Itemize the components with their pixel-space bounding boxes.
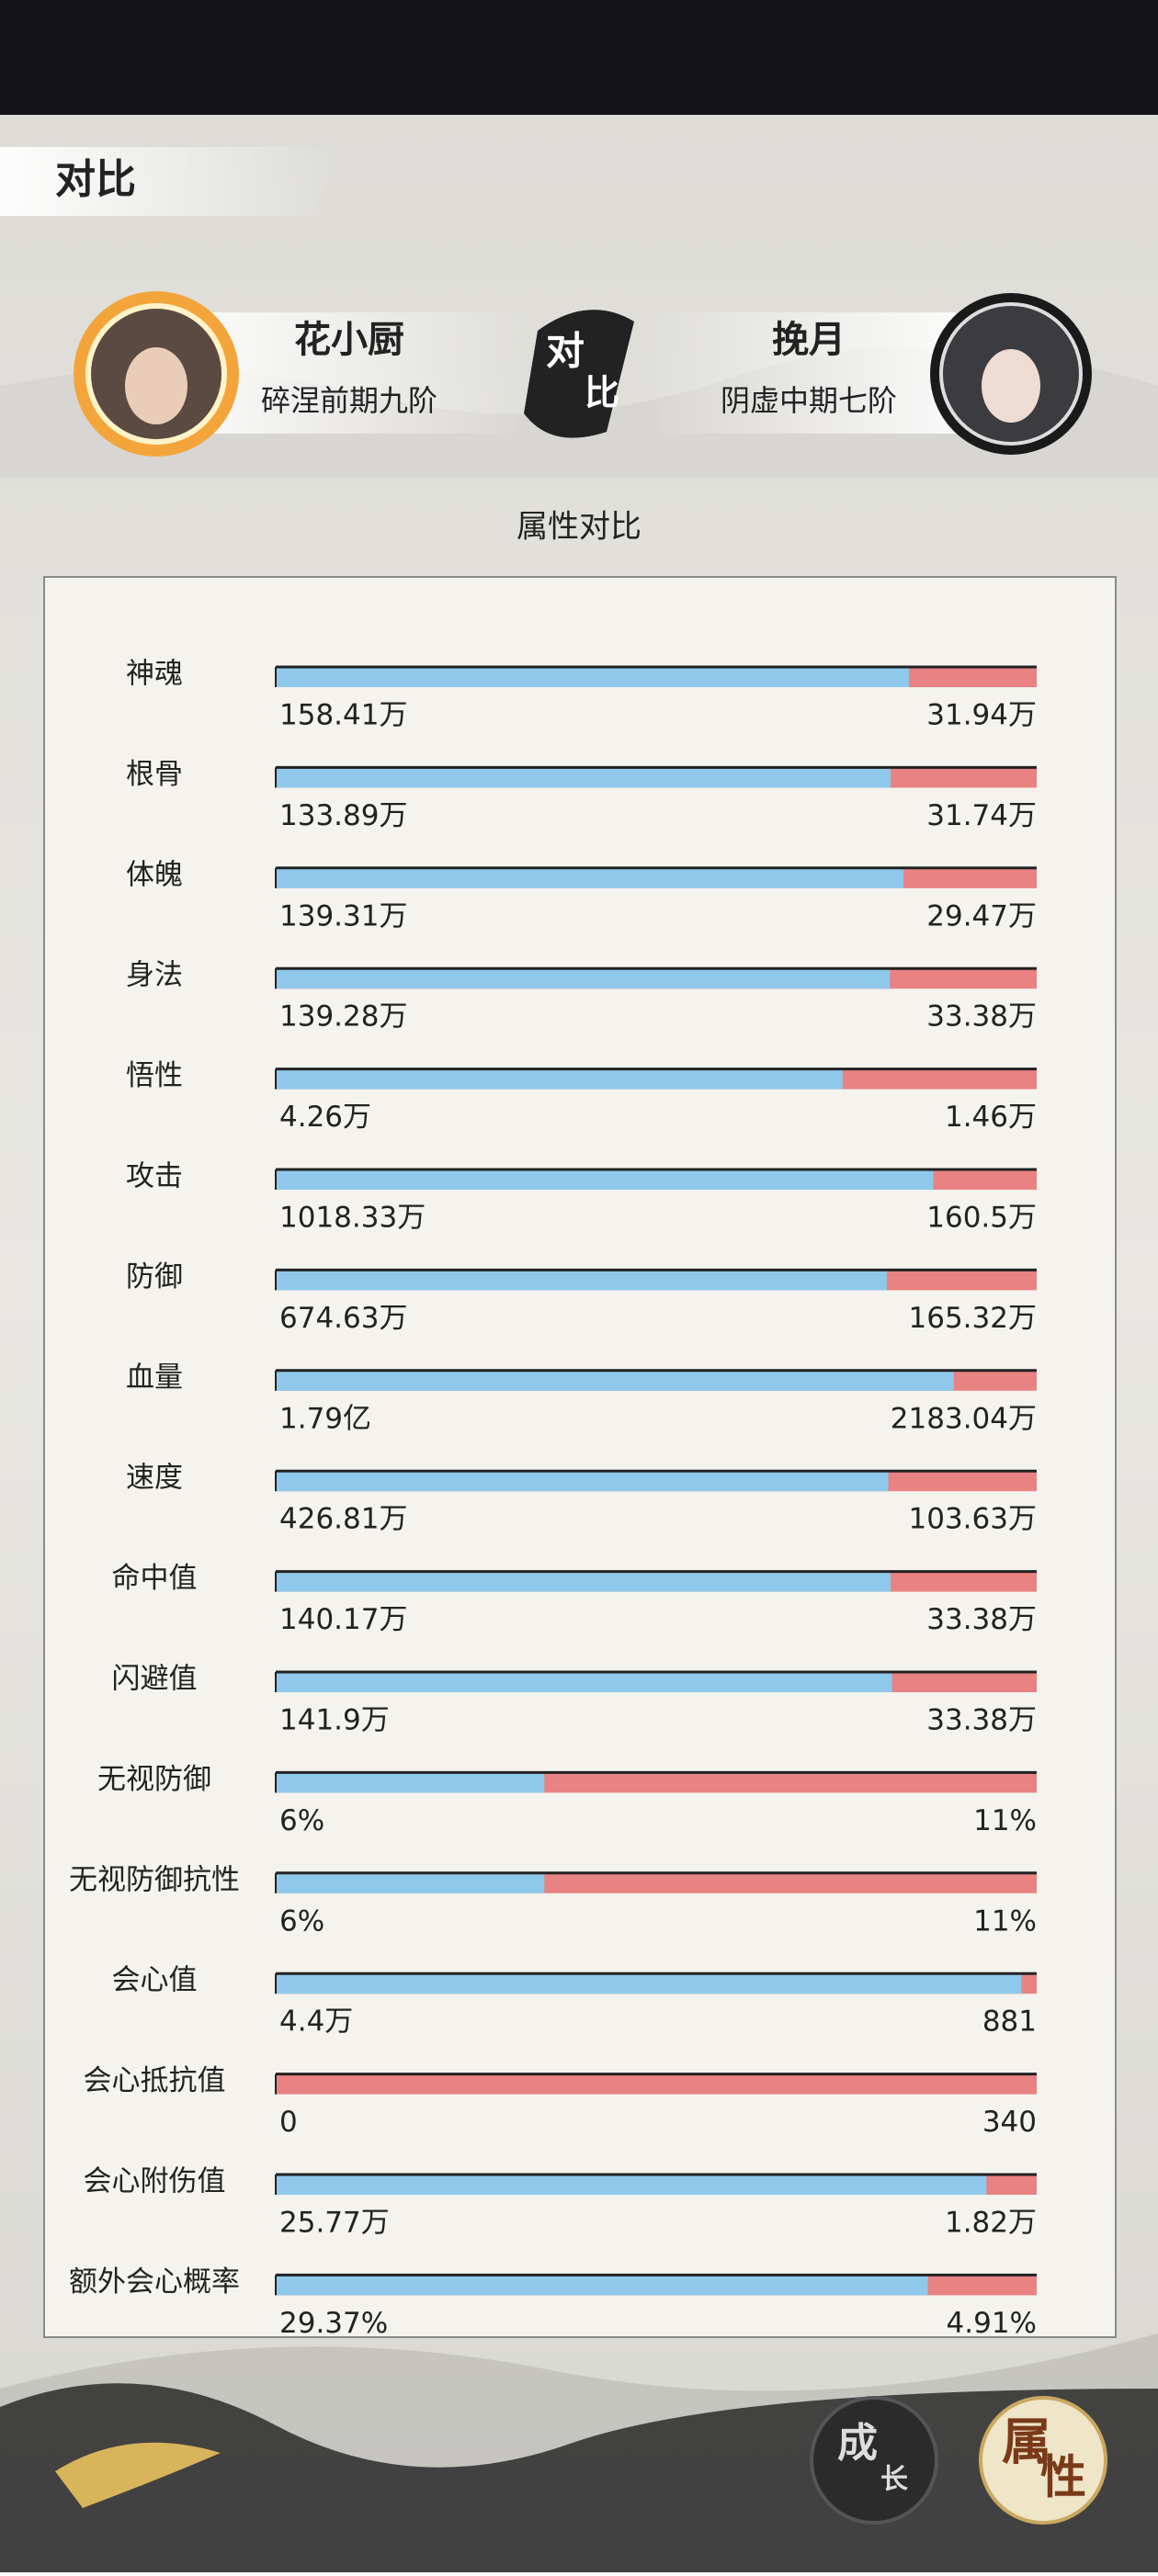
bar-left-share bbox=[276, 867, 904, 888]
left-value: 140.17万 bbox=[279, 1603, 407, 1636]
right-value: 2183.04万 bbox=[891, 1402, 1037, 1435]
left-value: 133.89万 bbox=[279, 799, 407, 832]
stat-label: 体魄 bbox=[126, 858, 183, 891]
right-value: 29.47万 bbox=[926, 899, 1037, 932]
left-value: 158.41万 bbox=[279, 699, 407, 732]
player-realm: 碎涅前期九阶 bbox=[261, 383, 437, 418]
left-value: 29.37% bbox=[279, 2307, 388, 2340]
player-name: 挽月 bbox=[772, 319, 846, 361]
left-value: 141.9万 bbox=[279, 1704, 390, 1737]
right-value: 165.32万 bbox=[909, 1302, 1037, 1335]
stat-label: 闪避值 bbox=[112, 1663, 198, 1696]
bar-left-share bbox=[276, 968, 891, 989]
title-banner bbox=[0, 147, 340, 216]
right-value: 33.38万 bbox=[926, 1603, 1037, 1636]
tab-char: 成 bbox=[837, 2420, 878, 2467]
left-value: 0 bbox=[279, 2106, 298, 2139]
left-value: 1.79亿 bbox=[279, 1402, 371, 1435]
bar-left-share bbox=[276, 1772, 545, 1793]
left-plate bbox=[202, 312, 533, 434]
player-name: 花小厨 bbox=[294, 319, 404, 361]
stat-label: 会心值 bbox=[112, 1964, 198, 1997]
left-value: 139.31万 bbox=[279, 899, 407, 932]
stat-label: 防御 bbox=[126, 1260, 183, 1294]
stat-label: 会心抵抗值 bbox=[84, 2064, 226, 2097]
right-value: 4.91% bbox=[947, 2307, 1037, 2340]
bar-left-share bbox=[276, 1973, 1022, 1994]
right-value: 11% bbox=[973, 1804, 1037, 1837]
tab-char: 长 bbox=[880, 2464, 908, 2496]
left-value: 674.63万 bbox=[279, 1302, 407, 1335]
stat-label: 神魂 bbox=[126, 658, 183, 691]
right-value: 1.82万 bbox=[945, 2207, 1037, 2240]
tab-char: 性 bbox=[1040, 2451, 1086, 2504]
bar-left-share bbox=[276, 1571, 891, 1592]
player-realm: 阴虚中期七阶 bbox=[721, 383, 897, 418]
right-value: 340 bbox=[982, 2106, 1037, 2139]
left-value: 6% bbox=[279, 1904, 324, 1938]
bar-left-share bbox=[276, 2175, 987, 2195]
tab-button[interactable] bbox=[810, 2396, 938, 2525]
section-title: 属性对比 bbox=[517, 509, 641, 546]
vs-char: 比 bbox=[585, 373, 619, 413]
bar-left-share bbox=[276, 1872, 545, 1893]
right-value: 33.38万 bbox=[926, 1704, 1037, 1737]
bar-left-share bbox=[276, 767, 891, 788]
vs-ink bbox=[524, 310, 634, 438]
bar-left-share bbox=[276, 1169, 934, 1190]
bar-track bbox=[276, 2073, 1037, 2095]
stat-label: 无视防御抗性 bbox=[69, 1863, 240, 1896]
page-title: 对比 bbox=[55, 156, 136, 203]
avatar-face bbox=[125, 347, 187, 424]
vs-char: 对 bbox=[546, 329, 585, 374]
bar-left-share bbox=[276, 1270, 887, 1291]
top-bar bbox=[0, 0, 1158, 115]
stat-label: 速度 bbox=[126, 1462, 183, 1495]
left-value: 139.28万 bbox=[279, 1000, 407, 1034]
left-value: 4.4万 bbox=[279, 2005, 353, 2039]
left-value: 6% bbox=[279, 1804, 324, 1837]
bar-left-share bbox=[276, 1471, 889, 1492]
stat-label: 无视防御 bbox=[97, 1763, 211, 1796]
avatar-face bbox=[982, 349, 1040, 423]
bar-left-share bbox=[276, 1370, 954, 1391]
right-value: 31.94万 bbox=[926, 699, 1037, 732]
gold-ornament bbox=[55, 2442, 221, 2508]
right-plate bbox=[643, 312, 956, 434]
right-value: 881 bbox=[982, 2005, 1037, 2039]
left-value: 426.81万 bbox=[279, 1503, 407, 1536]
left-value: 1018.33万 bbox=[279, 1202, 426, 1235]
tab-char: 属 bbox=[1002, 2413, 1051, 2471]
stat-label: 会心附伤值 bbox=[84, 2165, 226, 2198]
bar-left-share bbox=[276, 2275, 928, 2296]
stat-label: 血量 bbox=[126, 1361, 183, 1394]
right-value: 103.63万 bbox=[909, 1503, 1037, 1536]
stat-label: 身法 bbox=[126, 959, 183, 992]
tab-button[interactable] bbox=[979, 2396, 1107, 2525]
stat-label: 悟性 bbox=[126, 1059, 183, 1092]
right-value: 11% bbox=[973, 1904, 1037, 1938]
stat-label: 额外会心概率 bbox=[69, 2265, 240, 2299]
right-value: 31.74万 bbox=[926, 799, 1037, 832]
right-value: 160.5万 bbox=[926, 1202, 1037, 1235]
stat-label: 根骨 bbox=[126, 758, 183, 791]
stat-label: 攻击 bbox=[126, 1160, 183, 1193]
left-value: 25.77万 bbox=[279, 2207, 390, 2240]
bar-left-share bbox=[276, 1672, 892, 1692]
left-value: 4.26万 bbox=[279, 1101, 371, 1134]
right-value: 33.38万 bbox=[926, 1000, 1037, 1034]
stat-label: 命中值 bbox=[112, 1562, 198, 1595]
bar-left-share bbox=[276, 667, 909, 687]
right-value: 1.46万 bbox=[945, 1101, 1037, 1134]
bar-left-share bbox=[276, 1068, 843, 1090]
